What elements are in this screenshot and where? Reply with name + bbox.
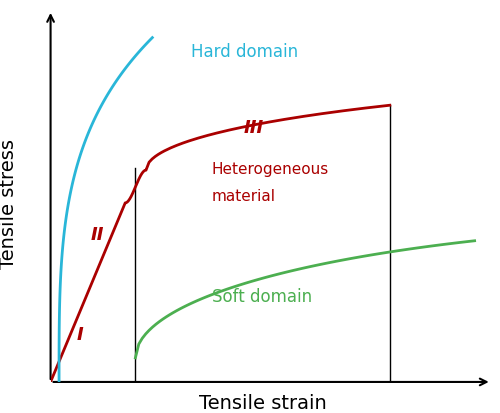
Text: Heterogeneous: Heterogeneous [212, 161, 329, 176]
Text: Tensile stress: Tensile stress [0, 138, 18, 268]
Text: II: II [90, 225, 104, 243]
Text: Tensile strain: Tensile strain [198, 393, 326, 412]
Text: Hard domain: Hard domain [190, 43, 298, 61]
Text: material: material [212, 189, 276, 204]
Text: III: III [244, 119, 264, 137]
Text: I: I [77, 325, 84, 343]
Text: Soft domain: Soft domain [212, 287, 312, 305]
